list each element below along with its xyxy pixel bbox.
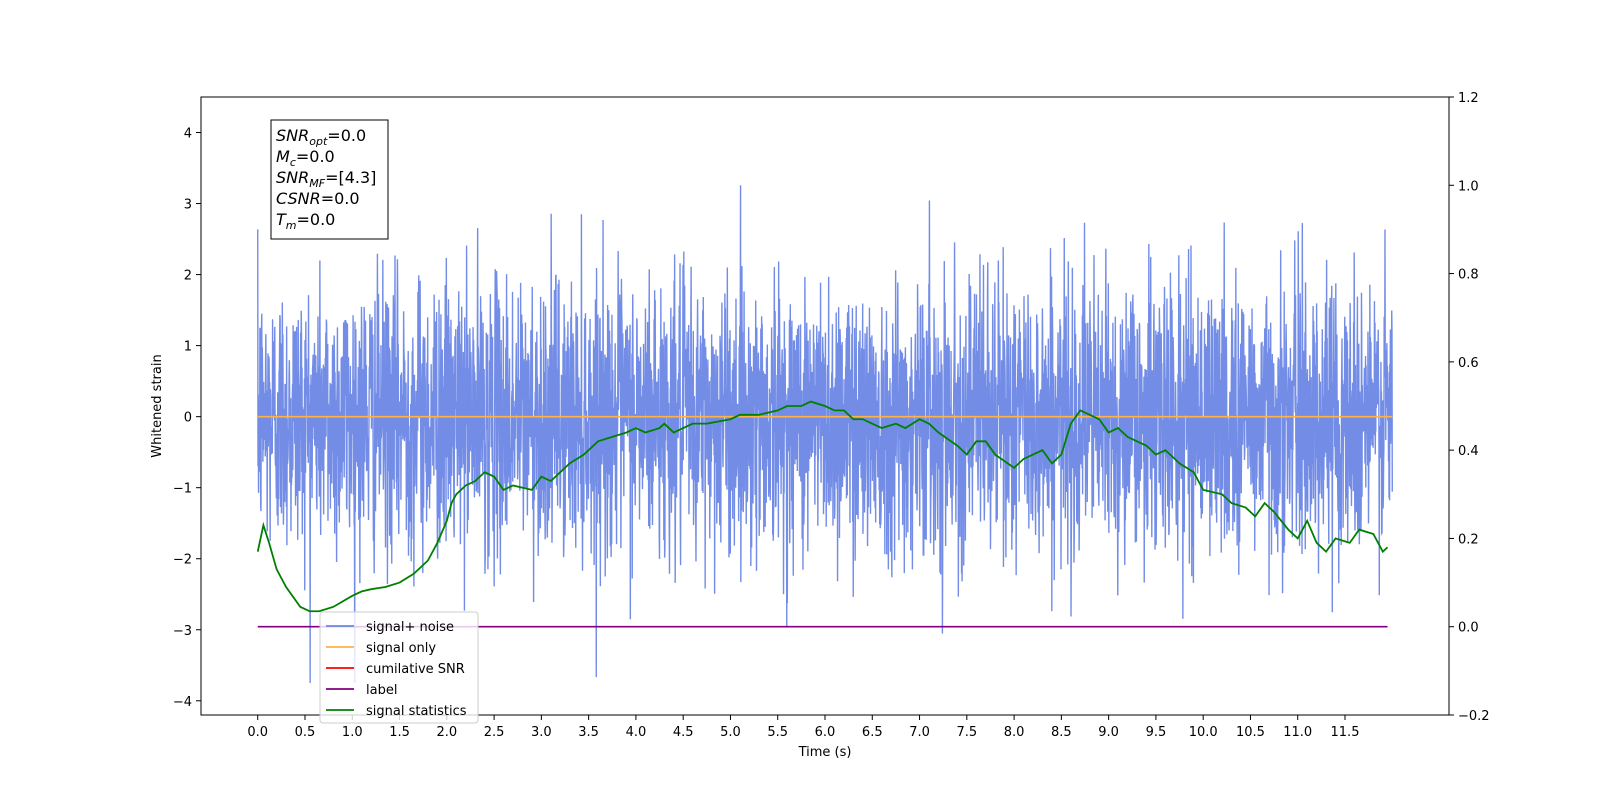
y2-tick-label: 0.6 (1458, 356, 1479, 371)
x-tick-label: 4.5 (673, 725, 694, 740)
legend-label: signal only (366, 641, 436, 656)
annotation-line: Tm=0.0 (276, 210, 335, 232)
annotation-line: CSNR=0.0 (276, 189, 360, 208)
x-axis: 0.0 0.5 1.0 1.5 2.0 2.5 3.0 3.5 4.0 4.5 5.0 5.5 6.0 6… (247, 715, 1359, 740)
x-tick-label: 3.0 (531, 725, 552, 740)
annotation-line: SNRopt=0.0 (276, 126, 366, 148)
y-tick-label: 3 (184, 198, 192, 213)
y2-tick-label: 0.4 (1458, 444, 1479, 459)
y-axis-right: 1.2 1.0 0.8 0.6 0.4 0.2 0.0 −0.2 (1449, 91, 1490, 724)
x-tick-label: 6.5 (862, 725, 883, 740)
x-tick-label: 6.0 (815, 725, 836, 740)
x-axis-label: Time (s) (798, 745, 852, 760)
legend: signal+ noise signal only cumilative SNR la… (319, 611, 479, 724)
y2-tick-label: 0.0 (1458, 621, 1479, 636)
series-line-signal-noise (257, 185, 1393, 684)
series-line-signal-statistics (256, 400, 1389, 613)
y2-tick-label: 1.2 (1458, 91, 1479, 106)
y-tick-label: −3 (173, 624, 192, 639)
y-axis-left: 4 3 2 1 0 −1 −2 −3 −4 (173, 127, 201, 710)
legend-label: cumilative SNR (366, 662, 465, 677)
x-tick-label: 0.0 (247, 725, 268, 740)
x-tick-label: 7.5 (956, 725, 977, 740)
x-tick-label: 8.5 (1051, 725, 1072, 740)
y2-tick-label: 0.2 (1458, 532, 1479, 547)
x-tick-label: 0.5 (295, 725, 316, 740)
y-tick-label: −2 (173, 553, 192, 568)
legend-label: signal+ noise (366, 620, 454, 635)
legend-label: label (366, 683, 397, 698)
x-tick-label: 5.0 (720, 725, 741, 740)
x-tick-label: 9.5 (1146, 725, 1167, 740)
y-tick-label: −1 (173, 482, 192, 497)
y-tick-label: 0 (184, 411, 192, 426)
x-tick-label: 1.0 (342, 725, 363, 740)
legend-label: signal statistics (366, 704, 467, 719)
y2-tick-label: 1.0 (1458, 179, 1479, 194)
y-tick-label: −4 (173, 695, 192, 710)
y2-tick-label: 0.8 (1458, 268, 1479, 283)
x-tick-label: 1.5 (389, 725, 410, 740)
y-axis-label: Whitened strain (150, 354, 165, 457)
annotation-frame (270, 119, 389, 240)
x-tick-label: 10.5 (1236, 725, 1265, 740)
x-tick-label: 7.0 (909, 725, 930, 740)
x-tick-label: 8.0 (1004, 725, 1025, 740)
y2-tick-label: −0.2 (1458, 709, 1490, 724)
x-tick-label: 2.5 (484, 725, 505, 740)
x-tick-label: 2.0 (436, 725, 457, 740)
x-tick-label: 9.0 (1098, 725, 1119, 740)
y-tick-label: 1 (184, 340, 192, 355)
x-tick-label: 4.0 (626, 725, 647, 740)
y-tick-label: 2 (184, 269, 192, 284)
y-tick-label: 4 (184, 127, 192, 142)
x-tick-label: 5.5 (767, 725, 788, 740)
x-tick-label: 11.5 (1331, 725, 1360, 740)
x-tick-label: 3.5 (578, 725, 599, 740)
annotation-line: SNRMF=[4.3] (276, 168, 376, 190)
legend-frame (319, 611, 479, 724)
x-tick-label: 10.0 (1189, 725, 1218, 740)
x-tick-label: 11.0 (1283, 725, 1312, 740)
annotation-line: Mc=0.0 (276, 147, 335, 169)
